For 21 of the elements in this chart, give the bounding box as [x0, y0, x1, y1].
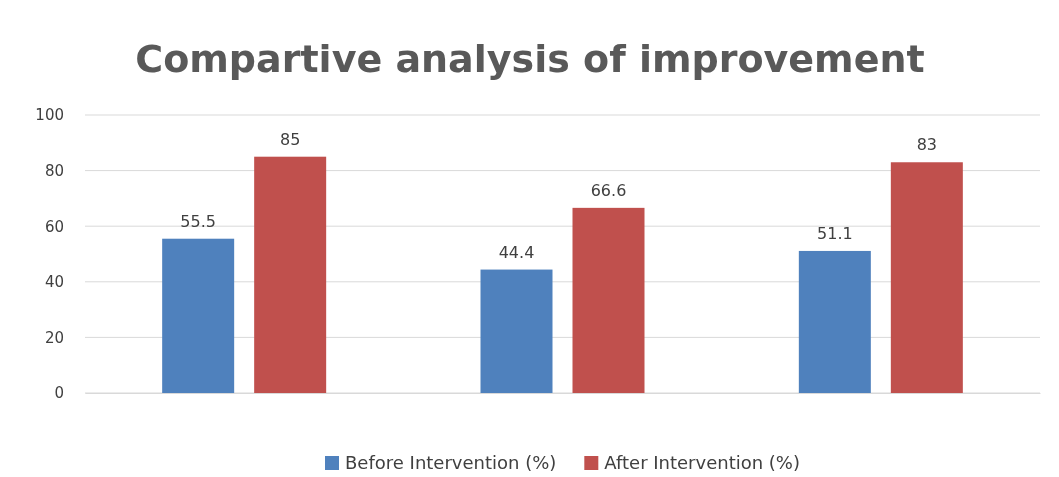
legend-label: Before Intervention (%) — [345, 452, 557, 473]
data-label: 83 — [916, 135, 938, 155]
bar — [254, 156, 327, 393]
y-tick-label: 40 — [44, 273, 64, 292]
y-tick-label: 80 — [44, 161, 64, 180]
bar — [162, 238, 235, 393]
data-label: 55.5 — [180, 211, 216, 231]
chart-title: Compartive analysis of improvement — [135, 37, 925, 81]
bar — [798, 250, 871, 393]
bar — [480, 269, 553, 393]
y-tick-label: 20 — [44, 328, 64, 347]
data-label: 85 — [279, 129, 301, 149]
bar — [890, 162, 963, 393]
legend-label: After Intervention (%) — [604, 452, 800, 473]
data-label: 66.6 — [590, 180, 627, 200]
y-tick-label: 60 — [44, 217, 64, 236]
y-tick-label: 0 — [54, 384, 64, 403]
bar — [572, 207, 645, 393]
y-tick-label: 100 — [35, 106, 64, 125]
data-label: 44.4 — [498, 242, 535, 262]
data-label: 51.1 — [817, 223, 853, 243]
